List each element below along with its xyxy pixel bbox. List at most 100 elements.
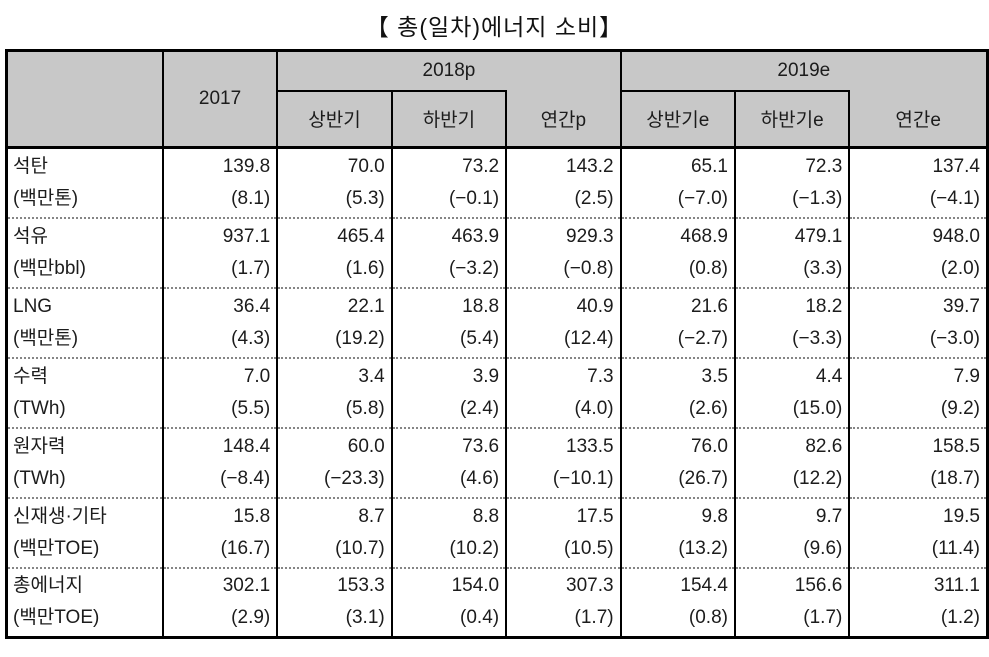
- data-cell: 40.9 (12.4): [505, 287, 622, 359]
- row-name: 원자력: [13, 435, 66, 457]
- growth-rate: (−23.3): [324, 467, 385, 489]
- data-cell: 133.5 (−10.1): [505, 427, 622, 499]
- value: 302.1: [222, 575, 271, 597]
- value: 73.2: [462, 155, 500, 177]
- row-label-cell: 석유 (백만bbl): [5, 217, 164, 289]
- data-cell: 479.1 (3.3): [733, 217, 851, 289]
- row-unit: (TWh): [13, 467, 66, 489]
- growth-rate: (1.2): [940, 607, 980, 629]
- growth-rate: (10.2): [449, 537, 500, 559]
- value: 76.0: [690, 435, 728, 457]
- growth-rate: (10.5): [563, 537, 614, 559]
- growth-rate: (−8.4): [220, 467, 271, 489]
- data-cell: 158.5 (18.7): [848, 427, 989, 499]
- data-cell: 60.0 (−23.3): [276, 427, 393, 499]
- data-cell: 311.1 (1.2): [848, 567, 989, 639]
- growth-rate: (2.9): [231, 607, 271, 629]
- col-header-2018-annual: 연간p: [505, 90, 622, 149]
- growth-rate: (11.4): [931, 537, 980, 559]
- energy-consumption-table: 2017 2018p 2019e 상반기 하반기 연간p 상반기e 하반기e 연…: [5, 49, 989, 639]
- table-row-lng: LNG (백만톤) 36.4 (4.3) 22.1 (19.2) 18.8 (5…: [5, 287, 989, 359]
- value: 21.6: [690, 295, 728, 317]
- col-header-2017: 2017: [161, 49, 279, 149]
- col-header-2019-annual: 연간e: [848, 90, 989, 149]
- data-cell: 9.8 (13.2): [619, 497, 736, 569]
- growth-rate: (−2.7): [677, 327, 728, 349]
- data-cell: 7.9 (9.2): [848, 357, 989, 429]
- growth-rate: (13.2): [678, 537, 728, 559]
- growth-rate: (2.6): [688, 397, 728, 419]
- growth-rate: (1.7): [574, 607, 614, 629]
- row-name: 석유: [13, 225, 48, 247]
- growth-rate: (19.2): [335, 327, 385, 349]
- growth-rate: (5.5): [231, 397, 271, 419]
- row-name: 수력: [13, 365, 48, 387]
- data-cell: 21.6 (−2.7): [619, 287, 736, 359]
- data-cell: 9.7 (9.6): [733, 497, 851, 569]
- header-sub-row: 상반기 하반기 연간p 상반기e 하반기e 연간e: [7, 89, 989, 149]
- value: 72.3: [805, 155, 843, 177]
- growth-rate: (−7.0): [677, 187, 728, 209]
- growth-rate: (−0.8): [563, 257, 614, 279]
- data-cell: 17.5 (10.5): [505, 497, 622, 569]
- growth-rate: (3.1): [345, 607, 385, 629]
- data-cell: 7.3 (4.0): [505, 357, 622, 429]
- value: 22.1: [347, 295, 385, 317]
- value: 143.2: [566, 155, 614, 177]
- growth-rate: (5.8): [345, 397, 385, 419]
- growth-rate: (0.4): [460, 607, 500, 629]
- growth-rate: (−3.2): [448, 257, 500, 279]
- row-name: 석탄: [13, 155, 48, 177]
- value: 8.8: [472, 505, 500, 527]
- growth-rate: (5.3): [345, 187, 385, 209]
- growth-rate: (9.6): [803, 537, 843, 559]
- growth-rate: (−3.3): [792, 327, 843, 349]
- value: 17.5: [576, 505, 614, 527]
- growth-rate: (4.3): [231, 327, 271, 349]
- data-cell: 3.9 (2.4): [390, 357, 508, 429]
- value: 153.3: [337, 575, 385, 597]
- value: 311.1: [933, 575, 980, 597]
- value: 7.3: [587, 365, 614, 387]
- data-cell: 948.0 (2.0): [848, 217, 989, 289]
- growth-rate: (4.6): [460, 467, 500, 489]
- value: 7.9: [953, 365, 980, 387]
- data-cell: 463.9 (−3.2): [390, 217, 508, 289]
- row-unit: (백만톤): [13, 327, 79, 349]
- value: 7.0: [243, 365, 271, 387]
- value: 133.5: [566, 435, 614, 457]
- value: 463.9: [451, 225, 500, 247]
- row-name: 총에너지: [13, 575, 83, 597]
- value: 3.9: [472, 365, 500, 387]
- table-title: 【 총(일차)에너지 소비】: [365, 14, 624, 40]
- data-cell: 76.0 (26.7): [619, 427, 736, 499]
- row-name: 신재생·기타: [13, 505, 107, 527]
- data-cell: 4.4 (15.0): [733, 357, 851, 429]
- growth-rate: (5.4): [460, 327, 500, 349]
- data-cell: 22.1 (19.2): [276, 287, 393, 359]
- data-cell: 153.3 (3.1): [276, 567, 393, 639]
- growth-rate: (1.7): [231, 257, 271, 279]
- data-cell: 468.9 (0.8): [619, 217, 736, 289]
- data-cell: 18.2 (−3.3): [733, 287, 851, 359]
- row-label-cell: 석탄 (백만톤): [5, 147, 164, 219]
- data-cell: 18.8 (5.4): [390, 287, 508, 359]
- col-header-2018-h2: 하반기: [390, 89, 508, 149]
- row-unit: (TWh): [13, 397, 66, 419]
- value: 9.8: [701, 505, 728, 527]
- growth-rate: (12.4): [563, 327, 614, 349]
- value: 40.9: [576, 295, 614, 317]
- row-label-cell: LNG (백만톤): [5, 287, 164, 359]
- value: 70.0: [347, 155, 385, 177]
- value: 468.9: [680, 225, 728, 247]
- col-group-2018p: 2018p: [276, 49, 622, 91]
- data-cell: 73.6 (4.6): [390, 427, 508, 499]
- value: 36.4: [233, 295, 271, 317]
- growth-rate: (16.7): [220, 537, 271, 559]
- growth-rate: (2.5): [574, 187, 614, 209]
- row-unit: (백만TOE): [13, 607, 100, 629]
- data-cell: 36.4 (4.3): [161, 287, 279, 359]
- value: 137.4: [932, 155, 980, 177]
- value: 18.8: [462, 295, 500, 317]
- value: 15.8: [233, 505, 271, 527]
